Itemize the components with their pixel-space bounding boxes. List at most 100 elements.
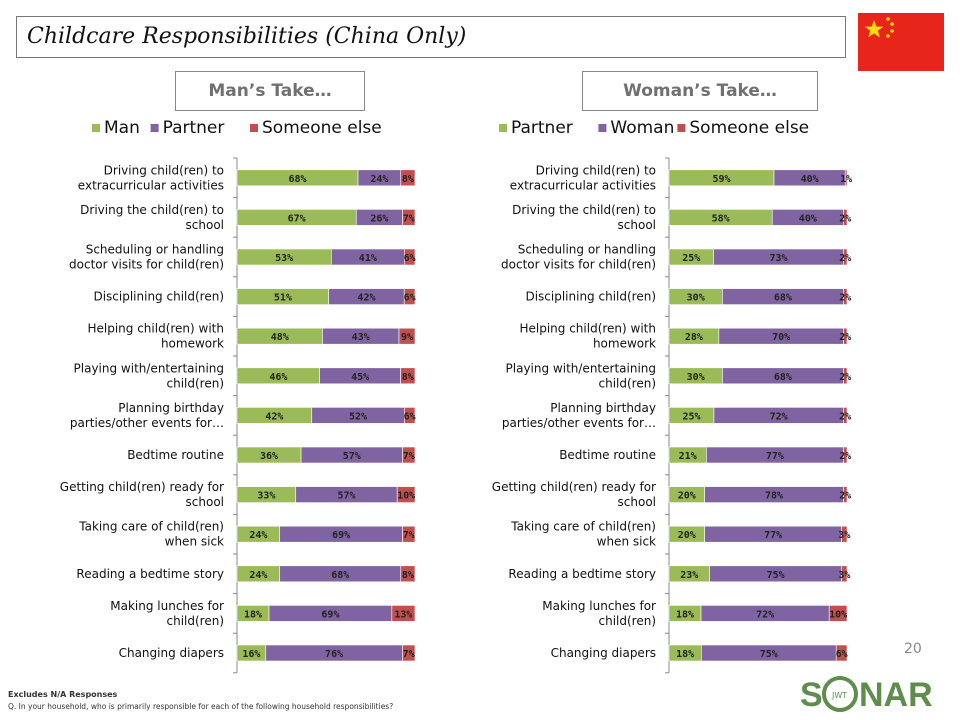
legend-label-1-0: Partner <box>511 118 573 138</box>
data-label-0-1-7: 57% <box>343 451 361 462</box>
data-label-1-2-10: 3% <box>838 570 850 581</box>
flag-large-star <box>864 20 884 38</box>
data-label-1-2-0: 1% <box>840 174 852 185</box>
data-label-1-0-7: 21% <box>679 451 697 462</box>
legend-swatch-0-0 <box>92 124 100 132</box>
category-label-0-5: Playing with/entertaining child(ren) <box>74 361 224 390</box>
legend-swatch-1-0 <box>499 124 507 132</box>
flag-small-star-4 <box>886 34 890 38</box>
data-label-0-1-10: 68% <box>331 570 349 581</box>
category-label-1-1: Driving the child(ren) to school <box>512 203 656 232</box>
data-label-1-0-9: 20% <box>678 530 696 541</box>
bar-0-2-1 <box>402 209 416 226</box>
data-label-1-2-6: 2% <box>839 411 851 422</box>
category-label-1-6: Planning birthday parties/other events fo… <box>502 401 656 430</box>
bar-1-2-6 <box>843 407 848 424</box>
womans-take-header: Woman’s Take… <box>582 71 818 111</box>
footnote-question: Q. In your household, who is primarily r… <box>8 702 394 711</box>
legend-swatch-1-2 <box>677 124 686 132</box>
bar-0-2-11 <box>391 605 416 622</box>
data-label-1-2-11: 10% <box>829 609 847 620</box>
data-label-0-2-2: 6% <box>404 253 416 264</box>
logo-wordmark: S JWT NAR <box>800 676 933 714</box>
category-label-1-5: Playing with/entertaining child(ren) <box>506 361 656 390</box>
category-label-0-9: Taking care of child(ren) when sick <box>78 520 224 549</box>
data-label-0-1-8: 57% <box>337 491 355 502</box>
data-label-1-0-0: 59% <box>712 174 730 185</box>
data-label-1-0-12: 18% <box>676 649 694 660</box>
data-label-0-0-4: 48% <box>271 332 289 343</box>
category-label-0-6: Planning birthday parties/other events fo… <box>70 401 224 430</box>
bar-0-2-9 <box>402 525 416 543</box>
data-label-0-2-9: 7% <box>403 530 415 541</box>
flag-small-star-2 <box>890 22 894 26</box>
legend-label-0-1: Partner <box>163 118 225 138</box>
data-label-1-1-10: 75% <box>767 570 785 581</box>
data-label-0-0-11: 18% <box>244 609 262 620</box>
category-label-0-8: Getting child(ren) ready for school <box>60 480 224 509</box>
category-label-0-2: Scheduling or handling doctor visits for … <box>69 243 224 272</box>
data-label-1-1-0: 40% <box>801 174 819 185</box>
data-label-0-0-9: 24% <box>249 530 267 541</box>
legend-label-1-2: Someone else <box>689 118 809 138</box>
legend-label-1-1: Woman <box>610 118 674 138</box>
flag-small-star-1 <box>886 17 890 21</box>
bar-0-2-0 <box>400 169 416 187</box>
page-number: 20 <box>904 641 922 657</box>
bar-1-2-7 <box>843 446 848 464</box>
data-label-0-2-11: 13% <box>394 609 412 620</box>
legend-swatch-1-1 <box>598 124 607 132</box>
bar-0-2-8 <box>396 486 416 503</box>
legend-label-0-2: Someone else <box>262 118 382 138</box>
legend-label-0-0: Man <box>104 118 140 138</box>
data-label-1-0-4: 28% <box>685 332 703 343</box>
data-label-0-2-10: 8% <box>402 570 414 581</box>
footnote-excludes: Excludes N/A Responses <box>8 690 118 699</box>
data-label-1-0-11: 18% <box>676 609 694 620</box>
data-label-0-0-3: 51% <box>274 293 292 304</box>
data-label-1-2-7: 2% <box>839 451 851 462</box>
bar-0-2-5 <box>400 367 416 385</box>
data-label-0-1-0: 24% <box>370 174 388 185</box>
bar-1-2-1 <box>843 209 848 226</box>
data-label-1-1-1: 40% <box>799 213 817 224</box>
category-label-0-3: Disciplining child(ren) <box>93 290 224 304</box>
data-label-0-2-6: 6% <box>404 411 416 422</box>
bar-1-2-9 <box>841 525 848 543</box>
data-label-0-2-5: 8% <box>402 372 414 383</box>
bar-1-2-5 <box>843 367 848 385</box>
category-label-1-8: Getting child(ren) ready for school <box>492 480 656 509</box>
data-label-1-1-11: 72% <box>756 609 774 620</box>
flag-small-star-3 <box>890 29 894 33</box>
data-label-0-1-1: 26% <box>370 213 388 224</box>
data-label-0-2-3: 6% <box>404 293 416 304</box>
bar-1-2-8 <box>843 486 848 503</box>
category-label-1-3: Disciplining child(ren) <box>525 290 656 304</box>
category-label-0-0: Driving child(ren) to extracurricular act… <box>78 163 224 192</box>
mans-take-header: Man’s Take… <box>175 71 365 111</box>
category-label-0-11: Making lunches for child(ren) <box>110 599 224 628</box>
category-label-1-12: Changing diapers <box>551 646 656 660</box>
data-label-0-0-0: 68% <box>288 174 306 185</box>
data-label-0-2-8: 10% <box>397 491 415 502</box>
bar-1-2-0 <box>844 169 848 187</box>
category-label-1-2: Scheduling or handling doctor visits for … <box>501 243 656 272</box>
data-label-1-0-3: 30% <box>687 293 705 304</box>
category-label-1-11: Making lunches for child(ren) <box>542 599 656 628</box>
china-flag-icon <box>858 13 944 71</box>
data-label-0-1-6: 52% <box>349 411 367 422</box>
data-label-1-1-12: 75% <box>760 649 778 660</box>
bar-0-2-4 <box>398 327 416 345</box>
data-label-0-0-7: 36% <box>260 451 278 462</box>
data-label-0-2-0: 8% <box>402 174 414 185</box>
data-label-0-2-1: 7% <box>403 213 415 224</box>
bar-1-2-3 <box>843 288 848 305</box>
data-label-1-2-8: 2% <box>839 491 851 502</box>
legend-swatch-0-1 <box>150 124 159 132</box>
data-label-1-0-2: 25% <box>682 253 700 264</box>
data-label-1-1-4: 70% <box>772 332 790 343</box>
category-label-1-0: Driving child(ren) to extracurricular act… <box>510 163 656 192</box>
sonar-logo: S JWT NAR <box>800 676 933 714</box>
svg-text:S: S <box>800 676 823 714</box>
data-label-1-1-5: 68% <box>774 372 792 383</box>
